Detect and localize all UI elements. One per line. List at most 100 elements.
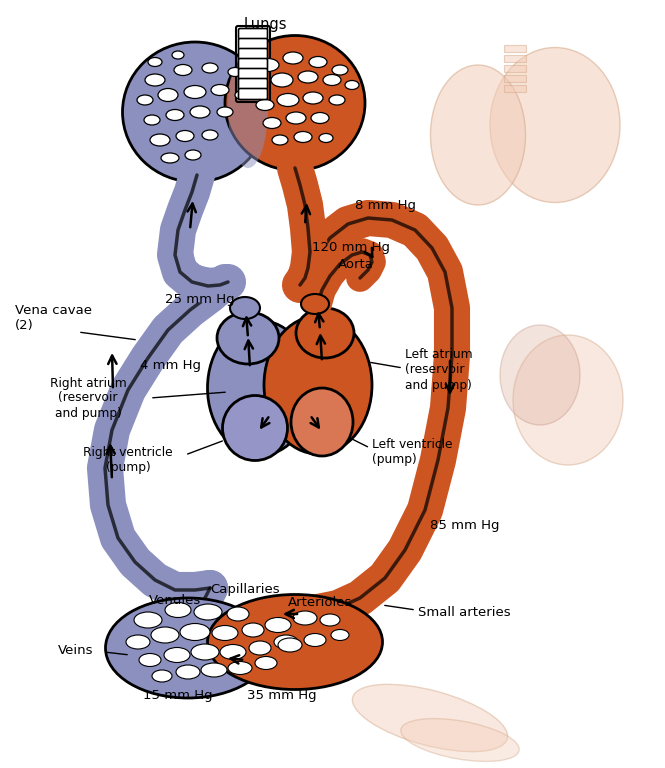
Ellipse shape <box>122 42 267 182</box>
Ellipse shape <box>151 627 179 643</box>
Ellipse shape <box>263 118 281 128</box>
Text: Left atrium
(reservoir
and pump): Left atrium (reservoir and pump) <box>405 349 473 392</box>
Ellipse shape <box>207 320 313 455</box>
Ellipse shape <box>228 661 252 674</box>
Ellipse shape <box>201 663 227 677</box>
Ellipse shape <box>274 635 298 649</box>
Ellipse shape <box>303 92 323 104</box>
Text: 15 mm Hg: 15 mm Hg <box>143 688 213 701</box>
Text: Capillaries: Capillaries <box>210 584 280 597</box>
Ellipse shape <box>126 635 150 649</box>
Ellipse shape <box>301 294 329 314</box>
Ellipse shape <box>194 604 222 620</box>
Ellipse shape <box>106 598 271 698</box>
Ellipse shape <box>227 607 249 621</box>
Ellipse shape <box>329 95 345 105</box>
Ellipse shape <box>304 634 326 647</box>
Bar <box>504 75 526 82</box>
Ellipse shape <box>332 65 348 75</box>
Ellipse shape <box>172 51 184 59</box>
Ellipse shape <box>294 131 312 143</box>
Ellipse shape <box>185 150 201 160</box>
Text: 8 mm Hg: 8 mm Hg <box>355 198 416 211</box>
Text: 120 mm Hg: 120 mm Hg <box>312 241 390 254</box>
Ellipse shape <box>320 614 340 626</box>
Ellipse shape <box>401 719 519 761</box>
Ellipse shape <box>264 316 372 454</box>
Ellipse shape <box>165 603 191 617</box>
Ellipse shape <box>228 48 268 168</box>
Ellipse shape <box>271 73 293 87</box>
Ellipse shape <box>331 630 349 641</box>
FancyBboxPatch shape <box>239 68 267 80</box>
Bar <box>504 55 526 62</box>
Ellipse shape <box>249 641 271 655</box>
Ellipse shape <box>242 623 264 637</box>
Ellipse shape <box>212 625 238 641</box>
Text: 85 mm Hg: 85 mm Hg <box>430 518 499 531</box>
Text: Arterioles: Arterioles <box>288 595 352 608</box>
Text: 35 mm Hg: 35 mm Hg <box>247 688 317 701</box>
Ellipse shape <box>257 58 279 71</box>
Ellipse shape <box>139 654 161 667</box>
Ellipse shape <box>180 624 210 641</box>
Ellipse shape <box>176 665 200 679</box>
Ellipse shape <box>277 94 299 107</box>
FancyBboxPatch shape <box>239 28 267 39</box>
Ellipse shape <box>286 112 306 124</box>
FancyBboxPatch shape <box>239 58 267 69</box>
Ellipse shape <box>256 100 274 111</box>
Ellipse shape <box>228 68 242 77</box>
Ellipse shape <box>220 644 246 660</box>
Ellipse shape <box>309 57 327 68</box>
Ellipse shape <box>293 611 317 625</box>
Ellipse shape <box>490 48 620 203</box>
FancyBboxPatch shape <box>239 38 267 49</box>
Ellipse shape <box>352 684 507 752</box>
Ellipse shape <box>272 135 288 145</box>
Text: Right atrium
(reservoir
and pump): Right atrium (reservoir and pump) <box>50 376 126 419</box>
Ellipse shape <box>202 63 218 73</box>
Ellipse shape <box>278 638 302 652</box>
Ellipse shape <box>283 52 303 64</box>
Ellipse shape <box>217 107 233 117</box>
Text: Aorta: Aorta <box>338 259 374 272</box>
Ellipse shape <box>207 594 382 690</box>
Ellipse shape <box>211 84 229 95</box>
Ellipse shape <box>255 657 277 670</box>
Ellipse shape <box>296 308 354 358</box>
Ellipse shape <box>134 612 162 628</box>
Ellipse shape <box>217 312 279 364</box>
Ellipse shape <box>249 80 267 91</box>
Ellipse shape <box>225 35 365 170</box>
Text: Right ventricle
(pump): Right ventricle (pump) <box>83 446 173 474</box>
Text: Vena cavae
(2): Vena cavae (2) <box>15 304 92 332</box>
Text: Veins: Veins <box>58 644 94 657</box>
Ellipse shape <box>137 95 153 105</box>
Ellipse shape <box>311 112 329 124</box>
Bar <box>504 65 526 72</box>
Ellipse shape <box>291 388 353 456</box>
Ellipse shape <box>164 647 190 663</box>
FancyBboxPatch shape <box>239 78 267 90</box>
Ellipse shape <box>191 644 219 660</box>
Bar <box>504 45 526 52</box>
Ellipse shape <box>148 58 162 67</box>
Ellipse shape <box>323 74 341 85</box>
Ellipse shape <box>223 396 287 461</box>
Ellipse shape <box>430 65 525 205</box>
Text: 4 mm Hg: 4 mm Hg <box>140 359 201 372</box>
Ellipse shape <box>152 670 172 682</box>
Text: Small arteries: Small arteries <box>418 605 511 618</box>
Ellipse shape <box>161 153 179 163</box>
Text: Venules: Venules <box>149 594 201 607</box>
Text: 25 mm Hg: 25 mm Hg <box>165 293 235 306</box>
Ellipse shape <box>190 106 210 118</box>
Ellipse shape <box>184 85 206 98</box>
Ellipse shape <box>158 88 178 101</box>
Ellipse shape <box>150 134 170 146</box>
Ellipse shape <box>174 65 192 75</box>
FancyBboxPatch shape <box>239 48 267 59</box>
Bar <box>504 85 526 92</box>
Ellipse shape <box>230 297 260 319</box>
